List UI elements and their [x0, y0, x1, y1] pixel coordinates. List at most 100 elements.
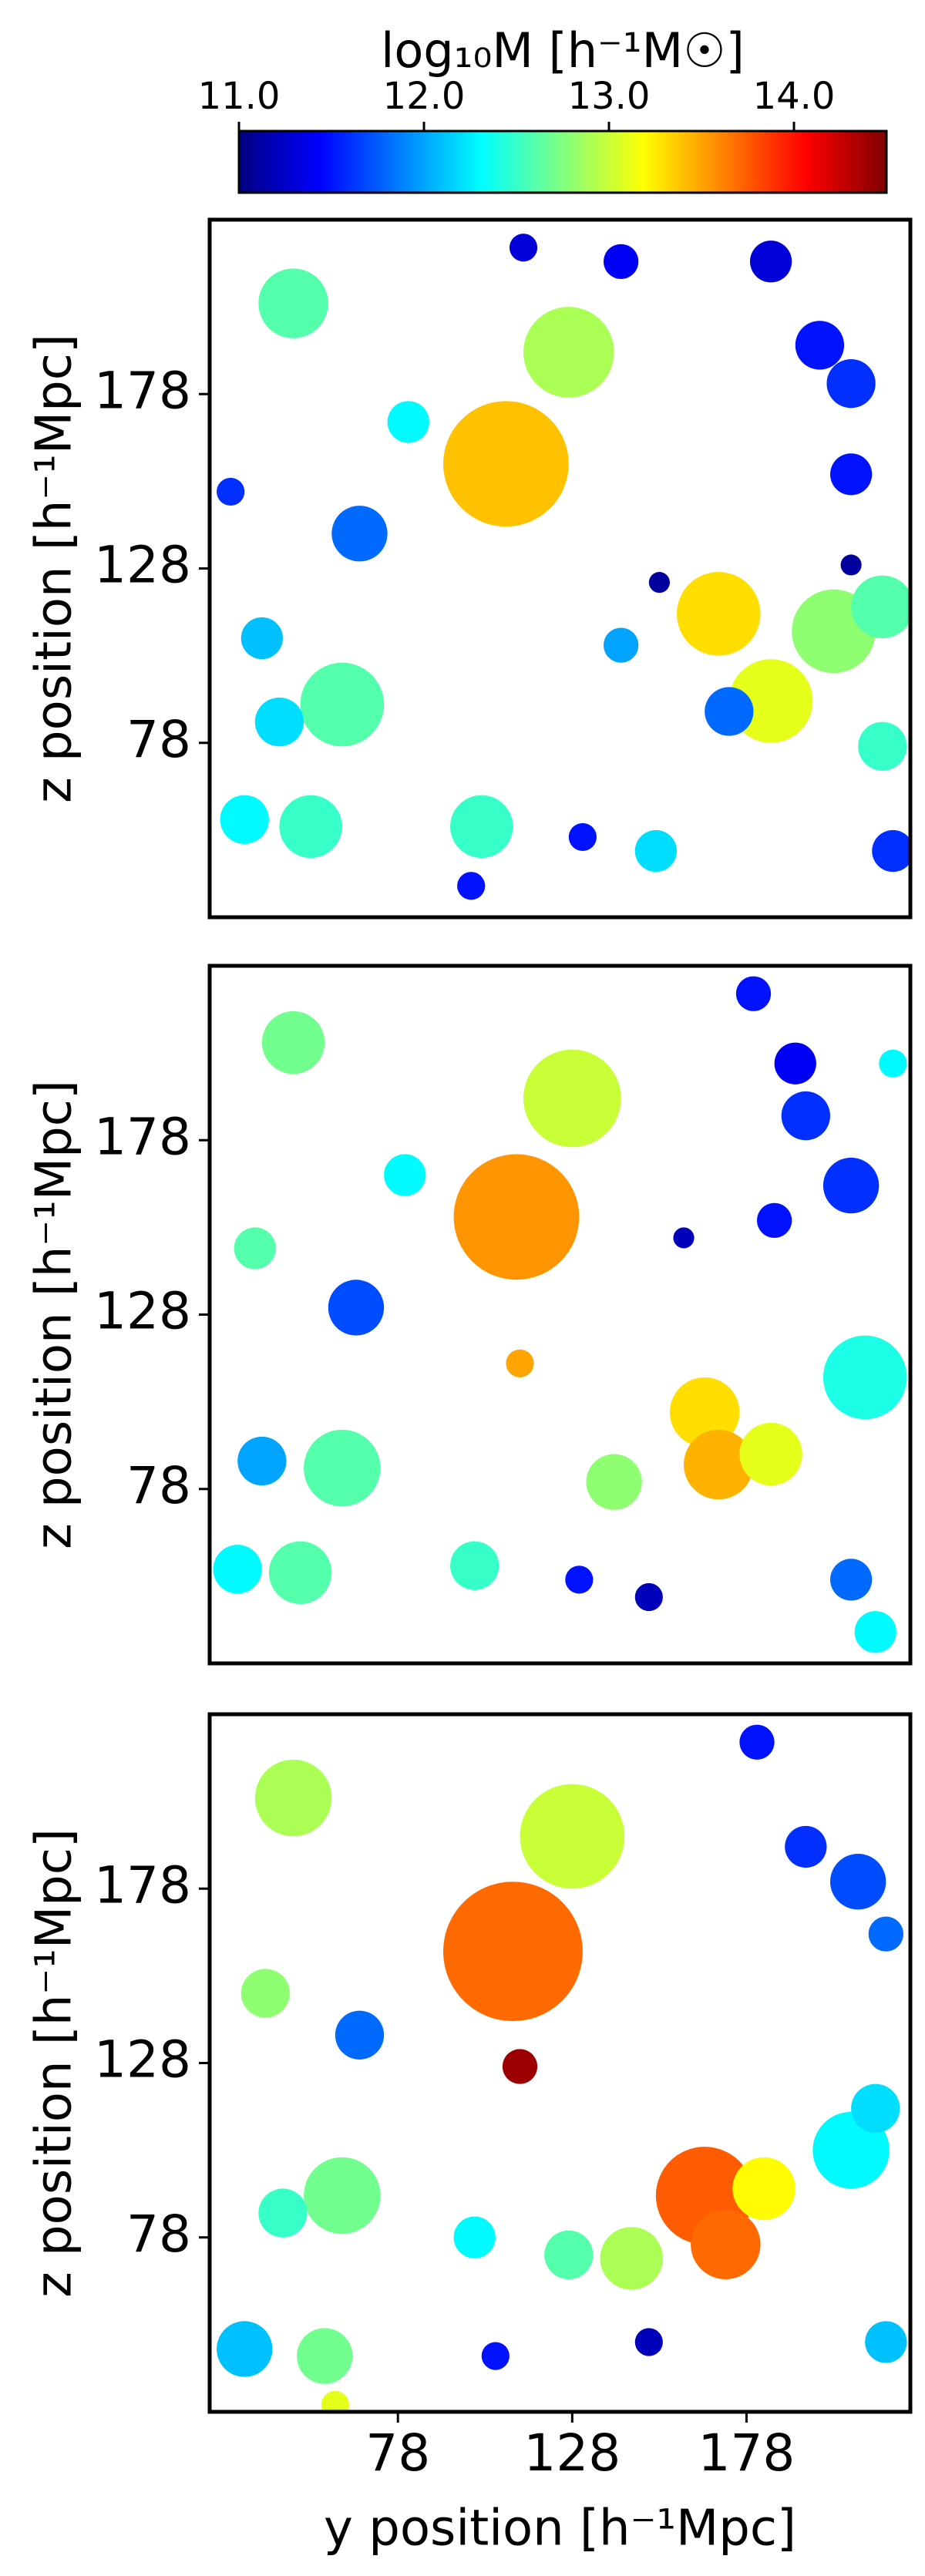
- halo: [328, 1280, 385, 1336]
- halo: [237, 1436, 287, 1486]
- halo: [600, 2227, 663, 2290]
- halo: [268, 1541, 332, 1605]
- halo: [677, 572, 761, 656]
- halo: [648, 572, 670, 594]
- halo: [481, 2342, 510, 2370]
- y-tick-label: 178: [94, 1855, 191, 1915]
- halo: [258, 268, 328, 338]
- halo: [544, 2230, 594, 2280]
- y-tick-label: 128: [94, 2030, 191, 2090]
- halo: [520, 1784, 625, 1889]
- halo: [502, 2049, 538, 2084]
- halo: [865, 2321, 907, 2363]
- halo: [822, 1157, 880, 1214]
- colorbar: [237, 129, 888, 194]
- halos: [213, 976, 907, 1653]
- halo: [634, 829, 677, 873]
- y-tick-label: 128: [94, 536, 191, 595]
- y-tick-label: 178: [94, 361, 191, 420]
- halo: [634, 2328, 663, 2356]
- y-axis-label: z position [h⁻¹Mpc]: [26, 334, 83, 803]
- halo: [300, 662, 385, 747]
- colorbar-tick-label: 12.0: [383, 75, 466, 118]
- halo: [868, 1916, 903, 1952]
- halo: [691, 2209, 761, 2280]
- halos: [217, 1724, 907, 2412]
- halo: [872, 829, 910, 873]
- y-tick-label: 78: [126, 2204, 191, 2264]
- colorbar-tick-label: 13.0: [568, 75, 651, 118]
- colorbar-tick-label: 14.0: [753, 75, 836, 118]
- halo: [217, 477, 245, 506]
- y-tick-label: 78: [126, 710, 191, 769]
- halo: [781, 1091, 830, 1141]
- halo: [795, 321, 845, 370]
- halo: [240, 1969, 291, 2018]
- y-axis-label: z position [h⁻¹Mpc]: [26, 1080, 83, 1549]
- halo: [304, 2157, 381, 2235]
- halo: [453, 2216, 496, 2258]
- halo: [384, 1154, 426, 1196]
- x-axis-label: y position [h⁻¹Mpc]: [324, 2500, 796, 2558]
- halo: [565, 1565, 594, 1594]
- halo: [829, 1559, 873, 1601]
- halo: [220, 795, 269, 844]
- halo: [509, 234, 538, 262]
- halo: [234, 1227, 276, 1270]
- halo: [331, 506, 388, 562]
- halo: [749, 240, 792, 283]
- halo: [879, 1049, 907, 1078]
- halos: [217, 234, 910, 900]
- halo: [261, 1011, 325, 1074]
- halo: [669, 1377, 740, 1448]
- y-tick-label: 128: [94, 1282, 191, 1341]
- halo: [254, 697, 304, 747]
- halo: [735, 976, 772, 1011]
- halo: [457, 872, 486, 900]
- halo: [684, 1429, 754, 1500]
- halo: [673, 1227, 695, 1249]
- halo: [279, 795, 342, 859]
- halo: [321, 2390, 349, 2412]
- x-tick-label: 128: [523, 2423, 621, 2483]
- halo: [387, 401, 429, 443]
- halo: [840, 554, 862, 576]
- halo: [335, 2010, 385, 2060]
- halo: [304, 1429, 381, 1507]
- halo: [450, 1541, 500, 1590]
- halo: [854, 1611, 896, 1653]
- halo: [568, 822, 597, 852]
- halo: [443, 1882, 583, 2022]
- halo: [258, 2188, 308, 2238]
- y-tick-label: 78: [126, 1456, 191, 1515]
- halo: [757, 1202, 792, 1238]
- halo: [634, 1582, 663, 1612]
- halo: [774, 1042, 816, 1085]
- halo: [523, 307, 614, 398]
- halo: [586, 1454, 642, 1510]
- halo: [240, 617, 283, 660]
- halo: [785, 1825, 827, 1868]
- halo: [213, 1545, 262, 1594]
- x-tick-label: 178: [698, 2423, 795, 2483]
- halo: [829, 1854, 886, 1910]
- y-axis-label: z position [h⁻¹Mpc]: [26, 1828, 83, 2298]
- halo: [450, 795, 513, 859]
- colorbar-tick-label: 11.0: [198, 75, 281, 118]
- y-tick-label: 178: [94, 1107, 191, 1166]
- halo: [705, 687, 754, 736]
- halo: [443, 401, 569, 527]
- halo: [453, 1154, 580, 1280]
- halo: [851, 575, 910, 638]
- halo: [217, 2321, 273, 2377]
- halo: [523, 1049, 621, 1148]
- colorbar-label: log₁₀M [h⁻¹M☉]: [381, 22, 745, 79]
- halo: [858, 721, 907, 771]
- halo: [297, 2328, 353, 2384]
- halo: [822, 1335, 907, 1420]
- halo: [739, 1422, 802, 1486]
- halo: [851, 2083, 900, 2133]
- x-tick-label: 78: [365, 2423, 430, 2483]
- halo: [604, 627, 639, 663]
- halo: [732, 2157, 796, 2221]
